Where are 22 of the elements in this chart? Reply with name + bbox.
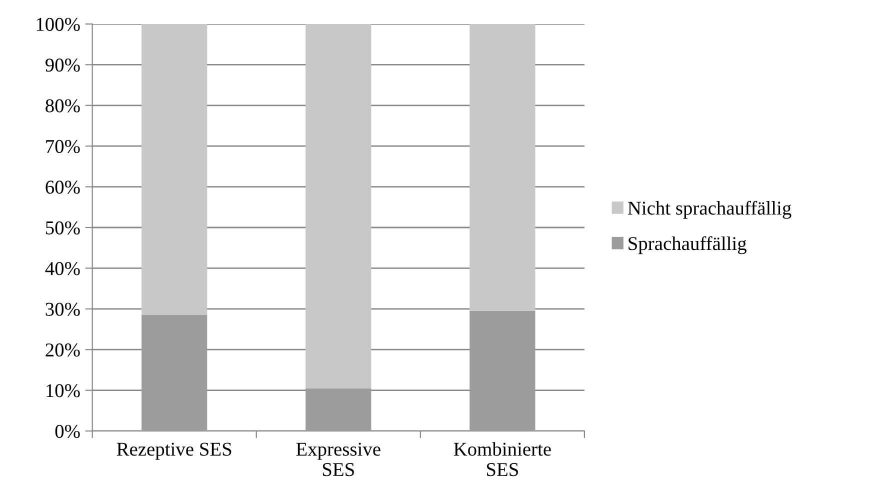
bar bbox=[470, 24, 536, 311]
x-tick-label: Rezeptive SES bbox=[116, 442, 232, 460]
bar bbox=[142, 24, 208, 316]
y-tick-label: 0% bbox=[55, 424, 80, 438]
bar bbox=[306, 388, 372, 431]
bar bbox=[306, 24, 372, 388]
legend-label: Sprachauffällig bbox=[628, 236, 746, 254]
y-tick-label: 100% bbox=[36, 18, 80, 31]
y-tick-label: 80% bbox=[46, 99, 80, 112]
y-tick-label: 70% bbox=[46, 140, 80, 154]
y-tick-label: 20% bbox=[46, 343, 80, 357]
y-tick-label: 30% bbox=[46, 302, 80, 316]
y-tick-label: 40% bbox=[45, 262, 80, 276]
x-tick-label: Kombinierte SES bbox=[454, 442, 551, 476]
x-tick-label: Expressive SES bbox=[296, 442, 380, 476]
bar bbox=[142, 315, 208, 431]
y-tick-label: 60% bbox=[46, 180, 80, 194]
legend-label: Nicht sprachauffällig bbox=[628, 200, 792, 219]
y-tick-label: 90% bbox=[46, 58, 80, 72]
y-tick-label: 10% bbox=[46, 384, 80, 398]
y-tick-label: 50% bbox=[46, 221, 80, 234]
bar bbox=[470, 310, 536, 431]
